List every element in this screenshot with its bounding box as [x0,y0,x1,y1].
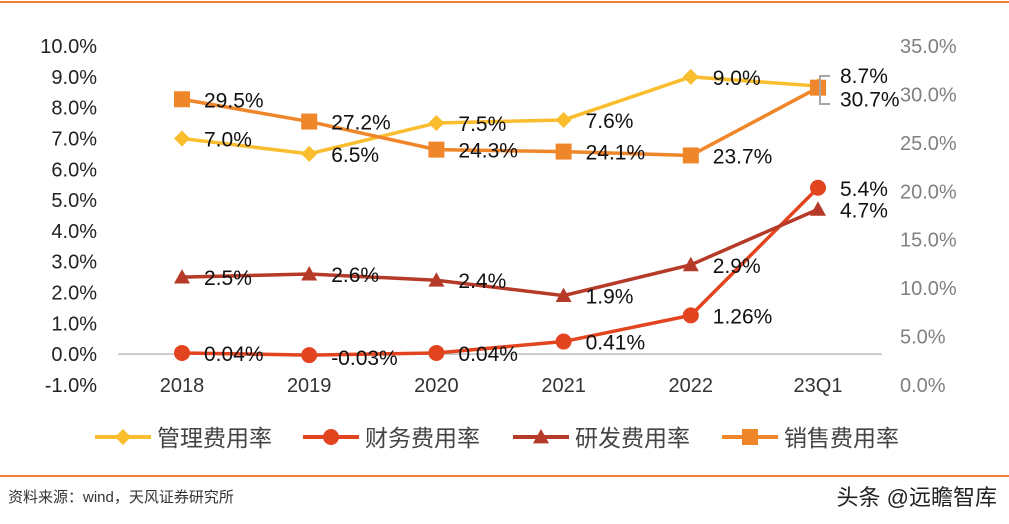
series-line-3 [181,207,819,298]
right-axis-tick: 30.0% [900,84,957,106]
data-point [301,113,318,130]
data-label: 0.41% [586,332,646,355]
series-line-2 [181,186,820,357]
data-point [301,145,318,162]
data-point [810,79,826,96]
right-axis-tick: 25.0% [900,133,957,155]
left-axis-tick: 5.0% [51,190,97,212]
x-axis-tick: 2019 [287,375,332,397]
series-line-1 [181,75,819,156]
left-axis-tick: 8.0% [51,98,97,120]
x-axis-tick: 23Q1 [794,375,843,397]
data-point [810,201,826,216]
data-label: 9.0% [713,67,761,90]
data-point [682,68,699,85]
series-line-4 [181,86,819,158]
data-label: 0.04% [458,343,518,366]
data-label: 24.1% [586,142,646,165]
data-label: 4.7% [840,199,888,222]
data-point [174,269,190,284]
data-label: 2.9% [713,255,761,278]
left-axis-tick: -1.0% [45,375,97,397]
data-label: 1.9% [586,286,634,309]
legend-circle-icon [323,429,339,445]
data-label: 1.26% [713,305,773,328]
data-point [174,130,190,147]
data-point [682,256,699,272]
legend-label: 销售费用率 [784,425,899,451]
right-axis-tick: 20.0% [900,181,957,203]
data-point [174,344,190,361]
right-axis-tick: 5.0% [900,327,946,349]
left-axis-tick: 2.0% [51,283,97,305]
data-label: 7.5% [458,113,506,136]
data-point [174,91,190,108]
data-point [428,344,445,361]
line-chart: 10.0% 9.0% 8.0% 7.0% 6.0% 5.0% 4.0% 3.0% 2.0% 1.0… [40,36,957,451]
data-label: 7.6% [586,110,634,133]
data-label: 27.2% [331,112,391,135]
left-axis-tick: 7.0% [51,128,97,150]
right-axis-tick: 10.0% [900,278,957,300]
data-label: -0.03% [331,347,398,370]
data-label: 29.5% [204,89,264,112]
left-axis-tick: 4.0% [51,221,97,243]
data-label: 2.6% [331,264,379,287]
data-point [428,141,445,158]
data-label: 23.7% [713,145,773,168]
data-point [682,307,699,324]
right-axis-tick: 35.0% [900,36,957,58]
legend-diamond-icon [115,429,131,445]
data-label: 7.0% [204,128,252,151]
legend-label: 管理费用率 [157,425,272,451]
x-axis-tick: 2022 [669,375,714,397]
x-axis-tick: 2021 [541,375,586,397]
data-label: 5.4% [840,178,888,201]
data-point [682,147,699,164]
x-axis-tick: 2020 [414,375,459,397]
data-label: 2.5% [204,267,252,290]
data-point [301,266,318,281]
legend-triangle-icon [533,429,549,444]
data-point [301,347,318,364]
bottom-rule [0,475,1009,477]
data-label: 0.04% [204,343,264,366]
data-label: 24.3% [458,140,518,163]
right-axis-tick: 15.0% [900,230,957,252]
data-point [555,287,572,303]
left-axis-tick: 1.0% [51,313,97,335]
left-axis-tick: 0.0% [51,344,97,366]
legend-square-icon [742,429,758,445]
data-point [555,111,572,128]
data-label: 8.7% [840,65,888,88]
source-note: 资料来源：wind，天风证券研究所 [8,489,234,506]
data-point [555,143,572,160]
data-label: 30.7% [840,89,900,112]
label-bracket [819,75,830,105]
data-label: 2.4% [458,270,506,293]
left-axis-tick: 3.0% [51,252,97,274]
data-label: 6.5% [331,144,379,167]
legend-label: 财务费用率 [365,425,480,451]
left-axis-tick: 10.0% [40,36,97,58]
legend-label: 研发费用率 [575,425,690,451]
top-rule [0,1,1009,3]
left-axis-tick: 6.0% [51,159,97,181]
data-point [428,115,445,132]
right-axis-tick: 0.0% [900,375,946,397]
data-point [810,179,826,196]
watermark: 头条 @远瞻智库 [836,485,997,510]
data-point [428,272,445,287]
x-axis-tick: 2018 [160,375,205,397]
data-point [555,333,572,350]
left-axis-tick: 9.0% [51,67,97,89]
